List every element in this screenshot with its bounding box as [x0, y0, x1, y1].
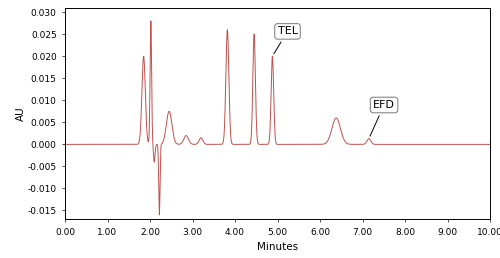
X-axis label: Minutes: Minutes: [257, 242, 298, 252]
Y-axis label: AU: AU: [16, 106, 26, 121]
Text: EFD: EFD: [370, 100, 395, 136]
Text: TEL: TEL: [274, 26, 297, 54]
